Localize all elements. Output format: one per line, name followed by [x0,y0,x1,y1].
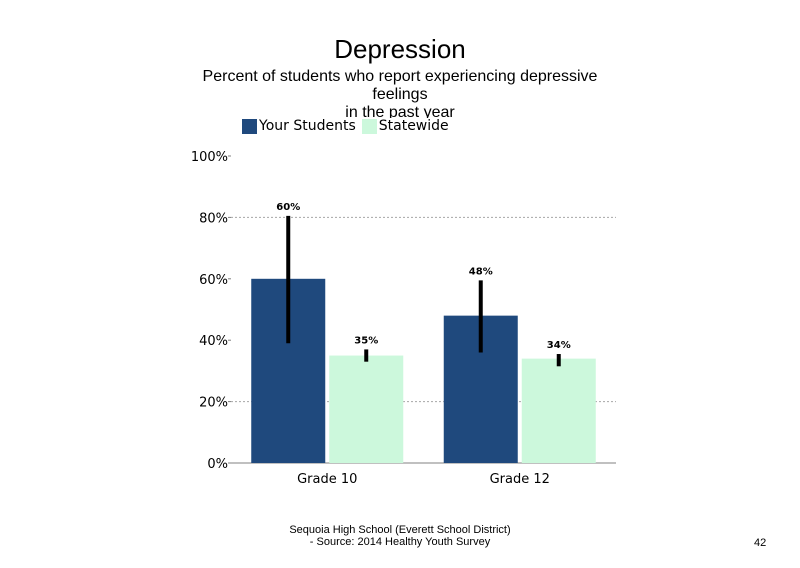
data-label: 60% [276,202,300,213]
subtitle-line-1: Percent of students who report experienc… [202,68,598,85]
footer-line-2: - Source: 2014 Healthy Youth Survey [309,536,491,548]
x-category-label: Grade 12 [490,472,550,487]
bar-grade-10-statewide [329,355,404,463]
y-tick-label: 100% [191,150,228,165]
legend-label-your-students: Your Students [259,118,356,134]
y-tick-label: 80% [199,211,228,226]
legend-swatch-your-students [242,118,257,134]
chart-subtitle: Percent of students who report experienc… [190,68,610,118]
chart-title: Depression [334,34,466,64]
legend-swatch-statewide [361,118,377,134]
data-label: 48% [469,266,493,277]
subtitle-line-3: in the past year [345,104,455,118]
footer-line-1: Sequoia High School (Everett School Dist… [289,524,511,536]
subtitle-line-2: feelings [372,86,428,103]
legend-item-statewide: Statewide [361,118,449,134]
chart-legend: Your Students Statewide [242,118,455,134]
footer: Sequoia High School (Everett School Dist… [250,524,550,548]
data-label: 35% [354,335,378,346]
x-category-label: Grade 10 [297,472,357,487]
y-tick-label: 20% [199,396,228,411]
legend-label-statewide: Statewide [378,118,449,134]
bar-grade-12-statewide [521,358,596,463]
y-tick-label: 0% [207,457,228,472]
legend-item-your-students: Your Students [242,118,356,134]
data-label: 34% [547,340,571,351]
y-tick-label: 40% [199,334,228,349]
page-number: 42 [754,537,767,549]
y-tick-label: 60% [199,273,228,288]
